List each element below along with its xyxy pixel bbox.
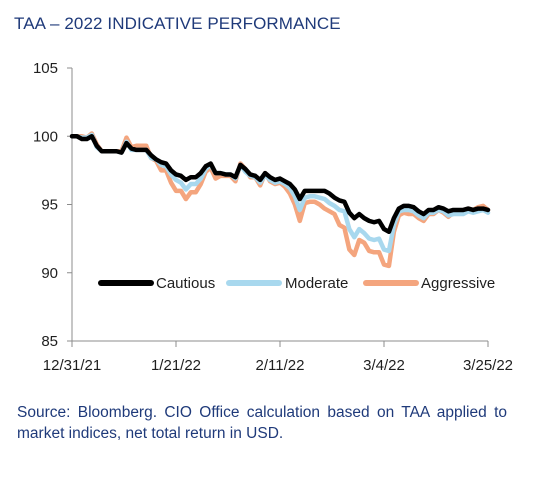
- y-tick-label: 105: [33, 60, 58, 77]
- x-tick-label: 12/31/21: [43, 357, 101, 374]
- x-tick-label: 2/11/22: [256, 357, 305, 374]
- y-tick-label: 100: [33, 128, 58, 145]
- x-tick-label: 3/4/22: [363, 357, 405, 374]
- y-tick-label: 90: [41, 265, 58, 282]
- x-tick-label: 1/21/22: [151, 357, 201, 374]
- x-tick-label: 3/25/22: [463, 357, 513, 374]
- series-line-cautious: [69, 134, 491, 235]
- legend-label-aggressive: Aggressive: [421, 275, 495, 292]
- y-tick-label: 85: [41, 333, 58, 350]
- legend-label-moderate: Moderate: [285, 275, 348, 292]
- legend-label-cautious: Cautious: [156, 275, 215, 292]
- series-line-moderate: [69, 132, 491, 254]
- series-line-aggressive: [69, 131, 491, 269]
- chart-title: TAA – 2022 INDICATIVE PERFORMANCE: [14, 14, 341, 33]
- chart-axes: [71, 68, 488, 342]
- y-tick-label: 95: [41, 197, 58, 214]
- chart-legend: Cautious Moderate Aggressive: [98, 275, 495, 292]
- x-axis-ticks: 12/31/21 1/21/22 2/11/22 3/4/22 3/25/22: [43, 341, 513, 374]
- y-axis-ticks: 85 90 95 100 105: [33, 60, 72, 350]
- series-lines: [69, 131, 491, 269]
- source-note: Source: Bloomberg. CIO Office calculatio…: [17, 404, 507, 442]
- performance-line-chart: 85 90 95 100 105 12/31/21 1/21/22 2/11/22 3/4/2…: [33, 60, 513, 374]
